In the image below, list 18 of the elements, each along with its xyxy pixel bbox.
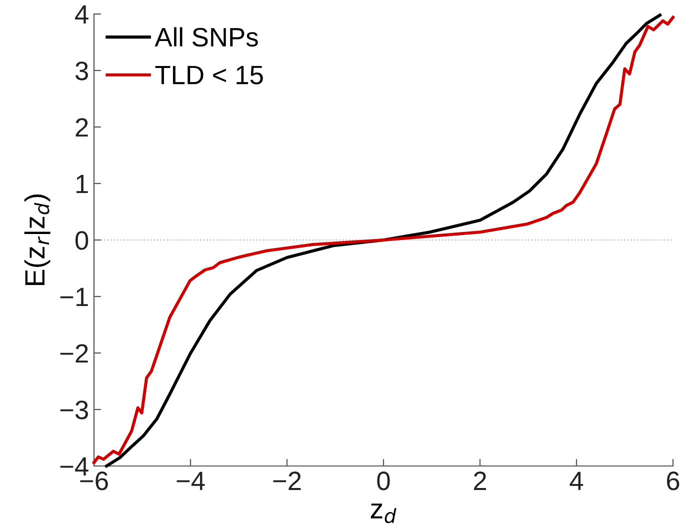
x-tick-label: 4 <box>570 472 584 490</box>
y-tick-label: 2 <box>76 118 88 137</box>
y-tick-label: 0 <box>75 231 88 250</box>
legend-label: TLD < 15 <box>155 66 263 84</box>
y-tick-label: −1 <box>60 288 88 306</box>
y-tick-label: 3 <box>75 62 88 80</box>
x-tick-label: 2 <box>474 472 486 490</box>
y-tick-label: 1 <box>76 174 88 194</box>
y-tick-label: 4 <box>75 5 88 24</box>
y-tick-label: −2 <box>60 344 88 363</box>
x-tick-label: 6 <box>667 472 680 490</box>
x-tick-label: 0 <box>377 472 390 490</box>
x-tick-label: −2 <box>273 472 301 490</box>
legend-label: All SNPs <box>154 27 258 47</box>
x-tick-label: −4 <box>176 472 205 490</box>
y-axis-title: E(z$_{r}$|z$_{d}$) <box>24 194 50 285</box>
x-axis-title: z$_{d}$ <box>370 504 396 524</box>
y-tick-label: −3 <box>60 400 88 420</box>
